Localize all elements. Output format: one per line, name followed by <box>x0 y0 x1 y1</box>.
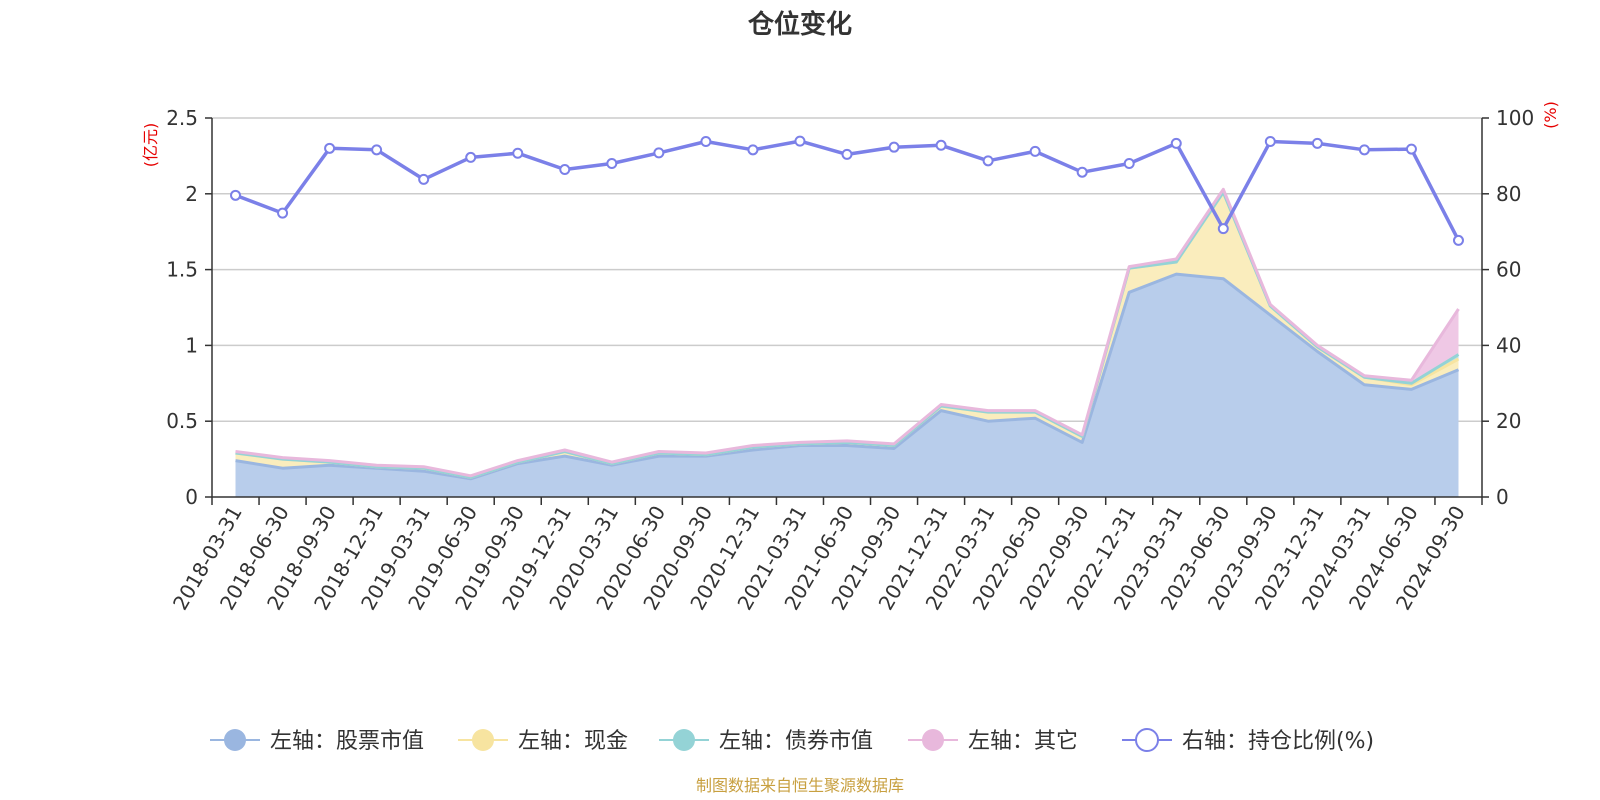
legend-marker <box>1135 728 1159 752</box>
legend-marker <box>224 729 246 751</box>
ratio-point <box>1217 223 1229 235</box>
legend-label: 左轴：现金 <box>518 729 628 754</box>
ratio-point <box>1452 234 1464 246</box>
ratio-point <box>606 157 618 169</box>
ratio-point <box>230 189 242 201</box>
legend-label: 右轴：持仓比例(%) <box>1182 729 1374 754</box>
ratio-point <box>324 142 336 154</box>
ratio-point <box>747 144 759 156</box>
legend-label: 左轴：债券市值 <box>719 729 873 754</box>
right-tick-label: 100 <box>1496 106 1534 130</box>
ratio-point <box>1311 137 1323 149</box>
ratio-point <box>1264 135 1276 147</box>
ratio-point <box>1170 137 1182 149</box>
right-tick-label: 80 <box>1496 182 1521 206</box>
ratio-point <box>888 141 900 153</box>
ratio-point <box>559 164 571 176</box>
area-左轴：股票市值 <box>235 274 1459 497</box>
stacked-areas <box>235 189 1459 497</box>
ratio-point <box>277 207 289 219</box>
ratio-point <box>1029 145 1041 157</box>
legend-label: 左轴：股票市值 <box>270 729 424 754</box>
right-tick-label: 20 <box>1496 409 1521 433</box>
line-左轴：其它 <box>235 187 1460 478</box>
ratio-point <box>1358 144 1370 156</box>
left-tick-label: 1.5 <box>166 258 198 282</box>
right-tick-label: 40 <box>1496 333 1521 357</box>
left-tick-label: 2.5 <box>166 106 198 130</box>
ratio-point <box>653 147 665 159</box>
ratio-point <box>841 148 853 160</box>
ratio-point <box>1076 166 1088 178</box>
line-左轴：股票市值 <box>235 272 1460 481</box>
ratio-point <box>982 155 994 167</box>
legend: 左轴：股票市值 左轴：现金 左轴：债券市值 左轴：其它 右轴：持仓比例(%) <box>210 728 1374 754</box>
right-tick-label: 0 <box>1496 485 1509 509</box>
ratio-point <box>512 147 524 159</box>
left-axis-unit: (亿元) <box>141 123 160 168</box>
ratio-point <box>1123 157 1135 169</box>
ratio-point <box>1405 143 1417 155</box>
data-source-note: 制图数据来自恒生聚源数据库 <box>696 776 904 795</box>
legend-marker <box>472 729 494 751</box>
ratio-point <box>371 144 383 156</box>
legend-marker <box>922 729 944 751</box>
right-tick-label: 60 <box>1496 258 1521 282</box>
left-tick-label: 0.5 <box>166 409 198 433</box>
legend-label: 左轴：其它 <box>968 729 1078 754</box>
left-tick-label: 2 <box>185 182 198 206</box>
chart-title: 仓位变化 <box>747 9 852 40</box>
legend-marker <box>673 729 695 751</box>
ratio-point <box>935 139 947 151</box>
ratio-point <box>465 151 477 163</box>
left-tick-label: 1 <box>185 333 198 357</box>
ratio-point <box>700 135 712 147</box>
left-tick-label: 0 <box>185 485 198 509</box>
ratio-point <box>794 135 806 147</box>
right-axis-unit: (%) <box>1541 101 1560 129</box>
ratio-point <box>418 173 430 185</box>
ratio-points <box>230 135 1464 246</box>
